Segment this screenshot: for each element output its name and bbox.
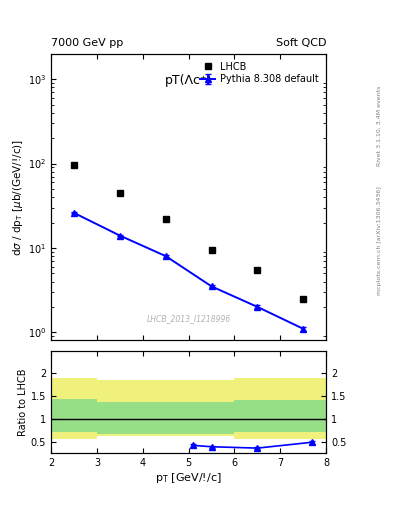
Text: 7000 GeV pp: 7000 GeV pp — [51, 38, 123, 48]
Text: mcplots.cern.ch [arXiv:1306.3436]: mcplots.cern.ch [arXiv:1306.3436] — [377, 186, 382, 294]
Line: LHCB: LHCB — [70, 162, 307, 302]
LHCB — [163, 216, 168, 222]
Y-axis label: Ratio to LHCB: Ratio to LHCB — [18, 368, 28, 436]
Text: Rivet 3.1.10, 3.4M events: Rivet 3.1.10, 3.4M events — [377, 86, 382, 165]
LHCB — [72, 162, 76, 168]
Text: LHCB_2013_I1218996: LHCB_2013_I1218996 — [147, 314, 231, 323]
LHCB — [255, 267, 260, 273]
X-axis label: p$_\mathrm{T}$ [GeV/!/c]: p$_\mathrm{T}$ [GeV/!/c] — [155, 471, 222, 485]
LHCB — [118, 190, 122, 196]
Y-axis label: d$\sigma$ / dp$_\mathrm{T}$ [$\mu$b/(GeV/!/c)]: d$\sigma$ / dp$_\mathrm{T}$ [$\mu$b/(GeV… — [11, 139, 25, 255]
Text: pT(Λc⁺): pT(Λc⁺) — [165, 74, 212, 87]
Legend: LHCB, Pythia 8.308 default: LHCB, Pythia 8.308 default — [197, 58, 321, 88]
Text: Soft QCD: Soft QCD — [276, 38, 326, 48]
LHCB — [301, 295, 306, 302]
LHCB — [209, 247, 214, 253]
